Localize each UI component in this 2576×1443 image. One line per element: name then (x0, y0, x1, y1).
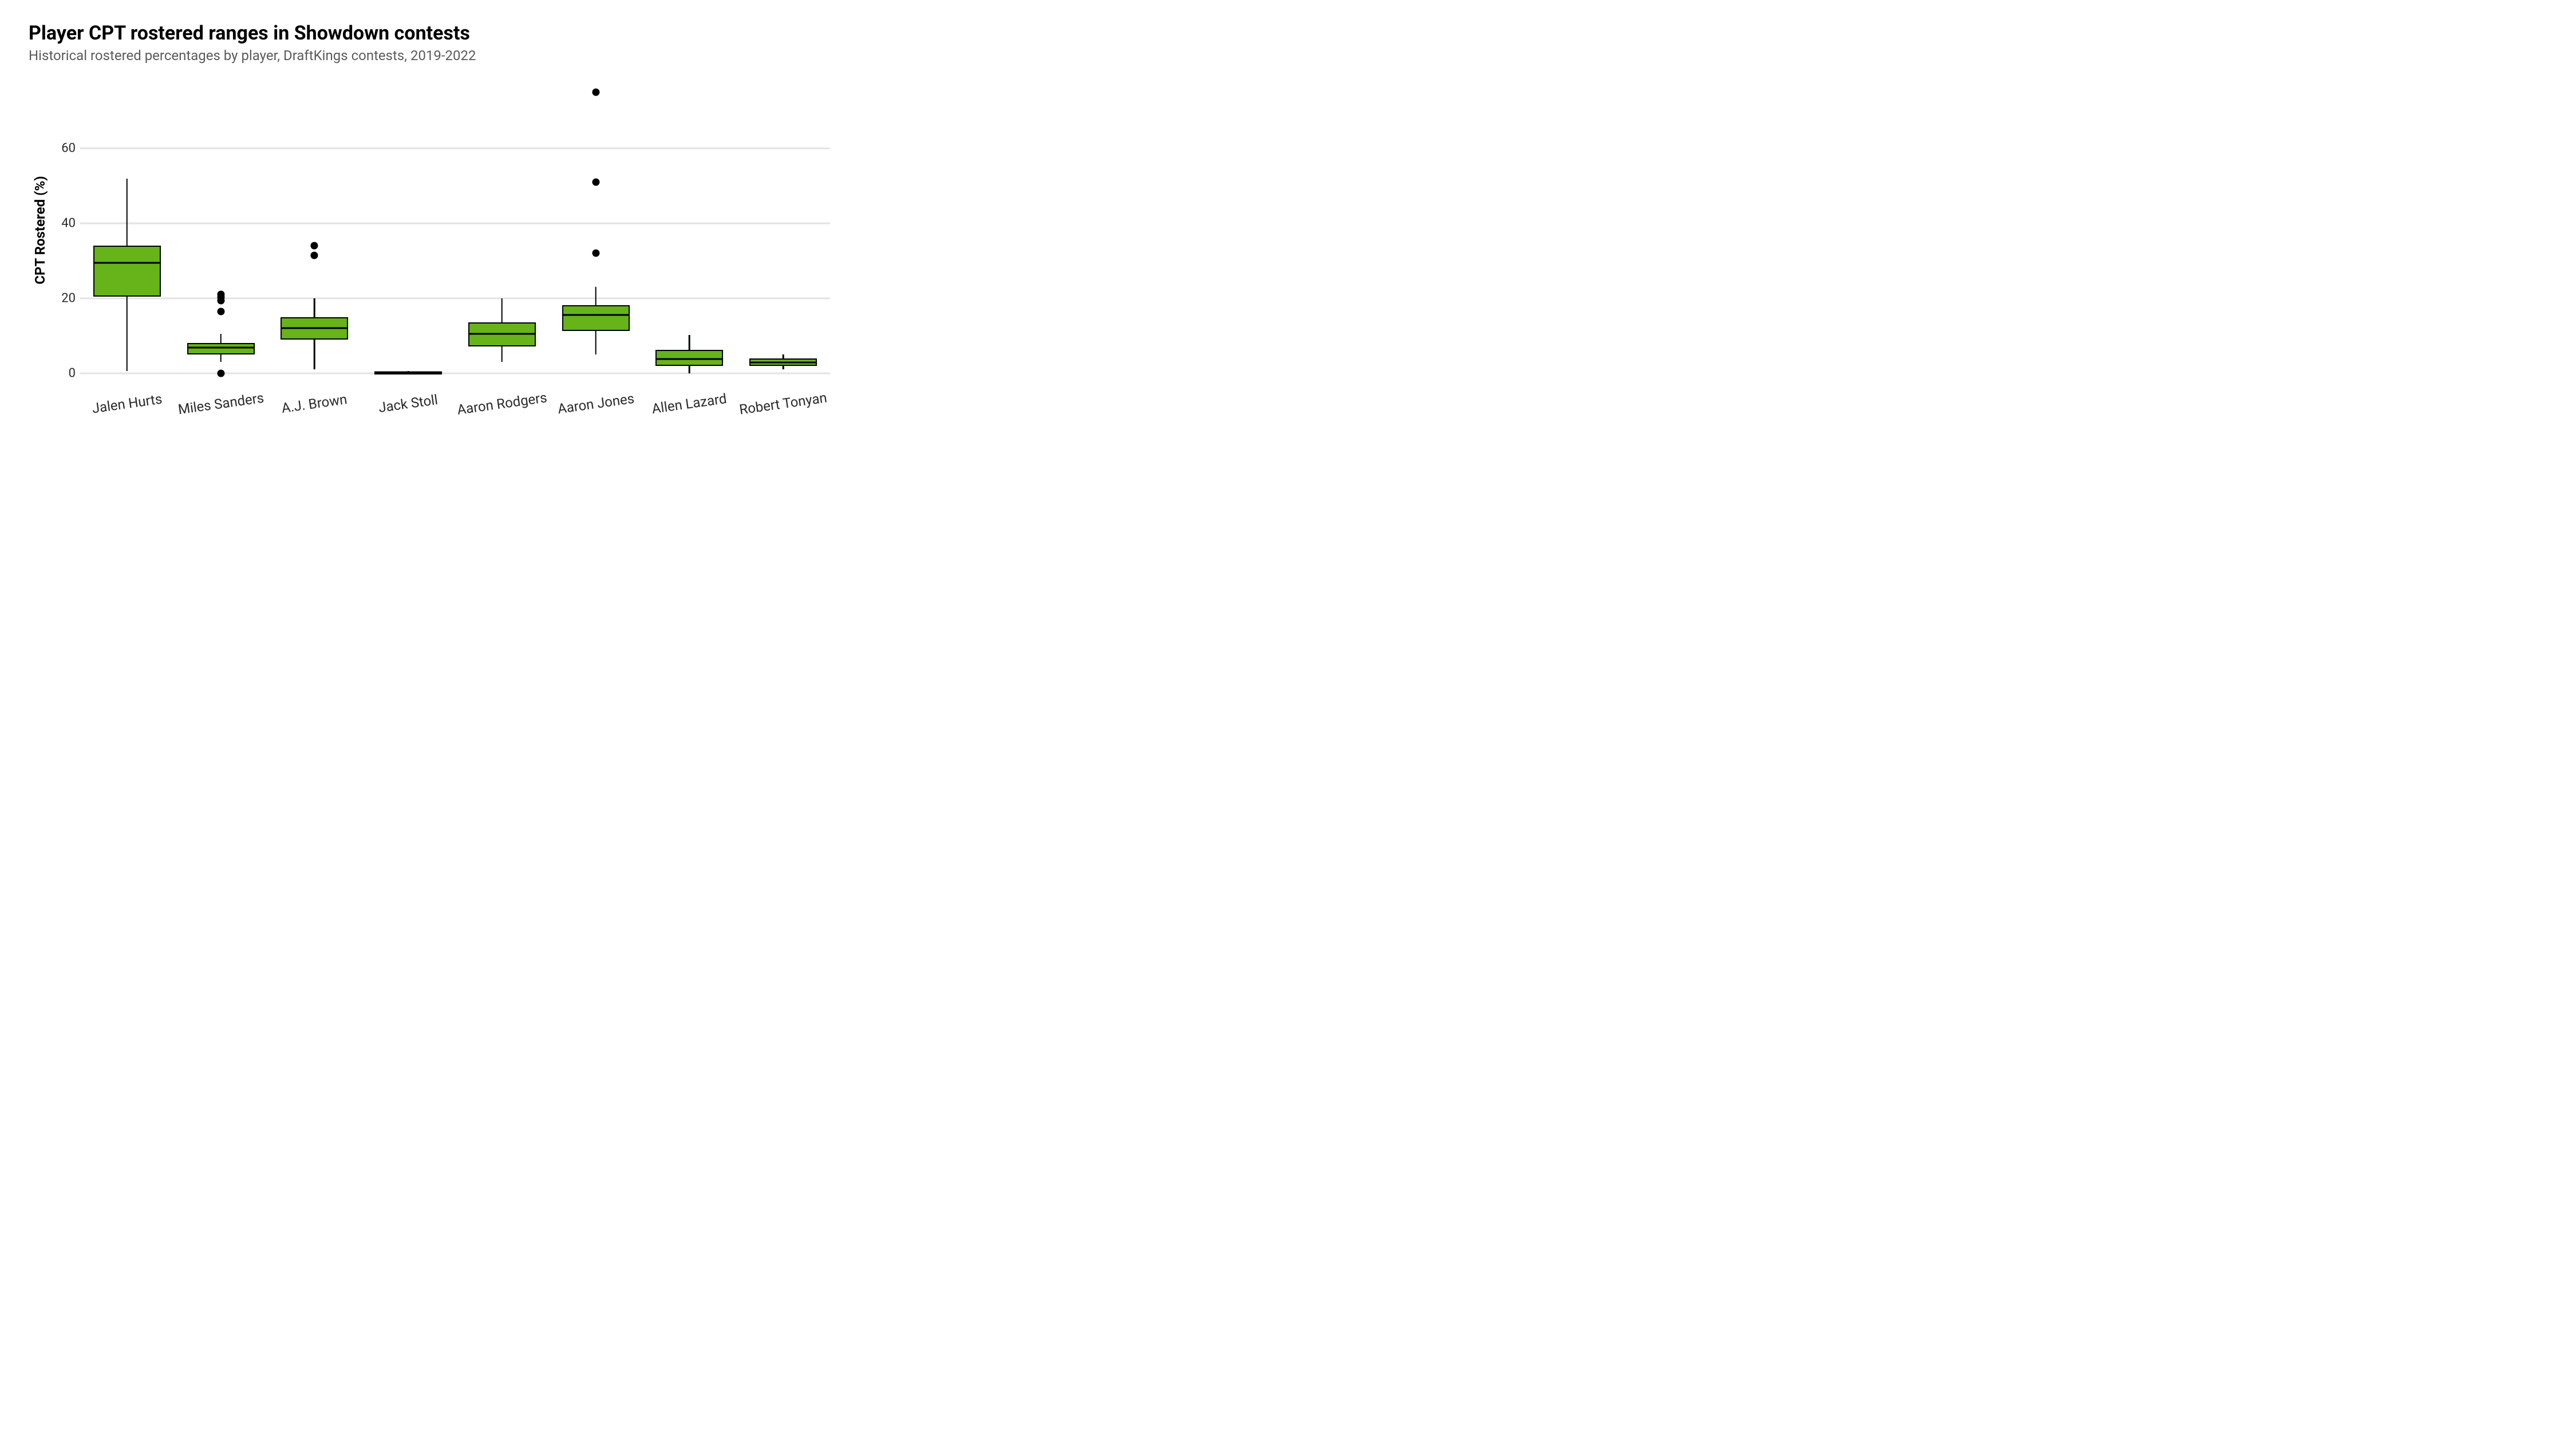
outlier-point (217, 307, 224, 315)
chart-container: CPT Rostered (%) 0 20 40 60 Jalen Hurts Mile… (29, 81, 830, 436)
median-line (468, 333, 536, 335)
box (93, 246, 161, 296)
x-label-slot: A.J. Brown (268, 389, 362, 429)
x-axis-label: Aaron Rodgers (456, 390, 548, 419)
x-axis-label: Jack Stoll (378, 392, 439, 416)
boxplot-slot (549, 81, 643, 384)
y-axis-ticks: 0 20 40 60 (52, 81, 80, 436)
boxplot-slot (174, 81, 268, 384)
x-label-slot: Allen Lazard (643, 389, 737, 429)
median-line (93, 262, 161, 263)
x-label-slot: Robert Tonyan (736, 389, 830, 429)
x-axis-label: Aaron Jones (556, 391, 635, 417)
plot-area: Jalen Hurts Miles Sanders A.J. Brown Jack S… (80, 81, 830, 436)
x-label-slot: Aaron Jones (549, 389, 643, 429)
outlier-point (311, 251, 318, 259)
median-line (187, 347, 255, 349)
boxplot-slot (643, 81, 737, 384)
median-line (749, 362, 817, 364)
y-tick-label: 20 (61, 291, 76, 305)
x-label-slot: Jalen Hurts (80, 389, 174, 429)
median-line (562, 314, 630, 316)
outlier-point (311, 242, 318, 250)
box (562, 305, 630, 332)
y-tick-label: 0 (69, 366, 76, 380)
y-axis-label: CPT Rostered (%) (32, 176, 48, 284)
boxplot-slot (80, 81, 174, 384)
x-axis-label: Jalen Hurts (91, 391, 163, 417)
x-axis-label: Robert Tonyan (738, 390, 828, 418)
boxplot-slot (455, 81, 549, 384)
boxplot-slot (268, 81, 362, 384)
x-label-slot: Aaron Rodgers (455, 389, 549, 429)
outlier-point (217, 291, 224, 298)
median-line (280, 328, 348, 329)
x-label-slot: Miles Sanders (174, 389, 268, 429)
x-axis-label: Allen Lazard (651, 391, 728, 417)
boxplot-slot (736, 81, 830, 384)
outlier-point (592, 89, 599, 96)
outlier-point (592, 250, 599, 257)
x-axis-labels: Jalen Hurts Miles Sanders A.J. Brown Jack S… (80, 389, 830, 429)
x-axis-label: A.J. Brown (280, 392, 348, 417)
chart-title: Player CPT rostered ranges in Showdown c… (29, 23, 830, 44)
y-axis-label-wrap: CPT Rostered (%) (29, 81, 52, 436)
box (187, 343, 255, 354)
outlier-point (592, 179, 599, 186)
median-line (374, 372, 442, 373)
outlier-point (217, 369, 224, 377)
median-line (655, 358, 723, 360)
boxplot-slot (361, 81, 455, 384)
y-tick-label: 60 (61, 141, 76, 156)
y-tick-label: 40 (61, 216, 76, 231)
x-axis-label: Miles Sanders (177, 390, 264, 418)
x-label-slot: Jack Stoll (361, 389, 455, 429)
chart-subtitle: Historical rostered percentages by playe… (29, 48, 830, 64)
